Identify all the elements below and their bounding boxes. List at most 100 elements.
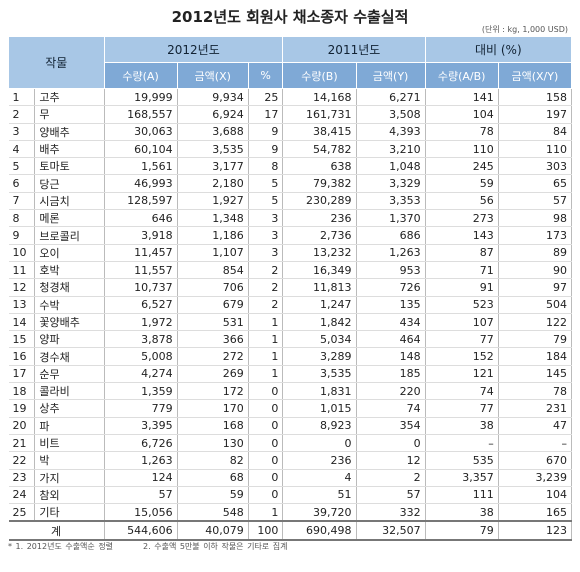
table-cell: 0 [248, 399, 284, 418]
table-cell: 158 [498, 88, 573, 107]
table-cell: 3,210 [356, 140, 426, 159]
table-cell: 14 [8, 313, 36, 332]
total-label: 계 [8, 520, 105, 541]
table-cell: 4 [282, 469, 357, 487]
table-cell: 779 [104, 399, 178, 418]
table-cell: 11,457 [104, 244, 178, 262]
table-cell: 6,924 [177, 105, 249, 124]
table-cell: 14,168 [282, 88, 357, 107]
table-row: 3 양배추 30,063 3,688 9 38,415 4,393 78 84 [8, 123, 573, 141]
table-cell: 10,737 [104, 278, 178, 297]
table-cell: 79 [425, 520, 499, 541]
table-cell: 11 [8, 261, 36, 280]
table-cell: 8 [248, 157, 284, 176]
table-cell: 22 [8, 451, 36, 470]
table-cell: 20 [8, 417, 36, 435]
table-cell: 220 [356, 382, 426, 401]
table-cell: 0 [248, 434, 284, 453]
unit: (단위 : kg, 1,000 USD) [481, 25, 568, 34]
table-row: 21 비트 6,726 130 0 0 0– – [8, 434, 573, 453]
table-cell: 89 [498, 244, 573, 262]
table-cell: 1 [248, 503, 284, 522]
table-cell: 100 [248, 520, 284, 541]
table-cell: 90 [498, 261, 573, 280]
table-cell: 3,535 [177, 140, 249, 159]
table-cell: 2 [248, 261, 284, 280]
table-row: 18 콜라비 1,359 172 0 1,831 220 74 78 [8, 382, 573, 401]
table-row: 25 기타 15,056 548 1 39,720 332 38 165 [8, 503, 573, 522]
table-row: 11 호박 11,557 854 2 16,349 953 71 90 [8, 261, 573, 280]
table-cell: 670 [498, 451, 573, 470]
table-cell: 110 [425, 140, 499, 159]
table-cell: 1 [248, 330, 284, 349]
table-cell: 11,813 [282, 278, 357, 297]
table-cell: 12 [356, 451, 426, 470]
table-cell: 8,923 [282, 417, 357, 435]
table-cell: 38 [425, 503, 499, 522]
table-cell: 245 [425, 157, 499, 176]
table-cell: 수박 [34, 296, 105, 314]
table-cell: 110 [498, 140, 573, 159]
table-row: 16 경수채 5,008 272 1 3,289 148 152 184 [8, 347, 573, 366]
table-cell: 당근 [34, 174, 105, 193]
table-cell: 504 [498, 296, 573, 314]
title: 2012년도 회원사 채소종자 수출실적 [171, 8, 409, 26]
table-cell: 5,008 [104, 347, 178, 366]
table-cell: 74 [425, 382, 499, 401]
table-cell: 3,508 [356, 105, 426, 124]
table-cell: 230,289 [282, 192, 357, 211]
table-cell: 15,056 [104, 503, 178, 522]
table-cell: 1,015 [282, 399, 357, 418]
table-cell: 686 [356, 226, 426, 245]
table-cell: 경수채 [34, 347, 105, 366]
table-cell: 7 [8, 192, 36, 211]
table-cell: 브로콜리 [34, 226, 105, 245]
table-cell: 111 [425, 486, 499, 505]
table-cell: 161,731 [282, 105, 357, 124]
header-cell: 금액(X) [176, 62, 249, 89]
table-row: 8 메론 646 1,348 3 236 1,370 273 98 [8, 209, 573, 228]
table-cell: 0 [248, 451, 284, 470]
table-cell: 39,720 [282, 503, 357, 522]
table-cell: 690,498 [282, 520, 357, 541]
table-cell: 1,107 [177, 244, 249, 262]
table-row: 7 시금치 128,597 1,927 5 230,289 3,353 56 57 [8, 192, 573, 211]
table-cell: 5 [8, 157, 36, 176]
table-cell: 0 [248, 382, 284, 401]
table-cell: 74 [356, 399, 426, 418]
table-cell: 104 [498, 486, 573, 505]
table-cell: 535 [425, 451, 499, 470]
table-cell: 콜라비 [34, 382, 105, 401]
table-cell: 79,382 [282, 174, 357, 193]
table-cell: 57 [498, 192, 573, 211]
table-cell: 배추 [34, 140, 105, 159]
table-cell: 1,370 [356, 209, 426, 228]
table-cell: 59 [425, 174, 499, 193]
table-cell: 5,034 [282, 330, 357, 349]
table-cell: 148 [356, 347, 426, 366]
table-cell: 3,177 [177, 157, 249, 176]
table-cell: 124 [104, 469, 178, 487]
footnotes: * 1. 2012년도 수출액순 정렬 2. 수출액 5만불 이하 작물은 기타로… [8, 541, 317, 552]
table-cell: 9 [248, 123, 284, 141]
table-cell: 98 [498, 209, 573, 228]
table-cell: 464 [356, 330, 426, 349]
table-row: 22 박 1,263 82 0 236 12 535 670 [8, 451, 573, 470]
table-body: 1 고추 19,999 9,934 25 14,168 6,271 141 158 2 무 168,5… [8, 88, 573, 541]
table-cell: 47 [498, 417, 573, 435]
table-row: 2 무 168,557 6,924 17 161,731 3,508 104 197 [8, 105, 573, 124]
table-cell: 0 [282, 434, 357, 453]
table-cell: – [425, 434, 499, 453]
table-cell: 3,353 [356, 192, 426, 211]
table-cell: 32,507 [356, 520, 426, 541]
table-cell: 0 [248, 486, 284, 505]
table-cell: 1 [248, 313, 284, 332]
table-cell: 354 [356, 417, 426, 435]
table-cell: 56 [425, 192, 499, 211]
table-cell: 77 [425, 330, 499, 349]
header-cell: 2011년도 [282, 36, 426, 63]
table-cell: 8 [8, 209, 36, 228]
table-cell: 40,079 [177, 520, 249, 541]
table-cell: 152 [425, 347, 499, 366]
